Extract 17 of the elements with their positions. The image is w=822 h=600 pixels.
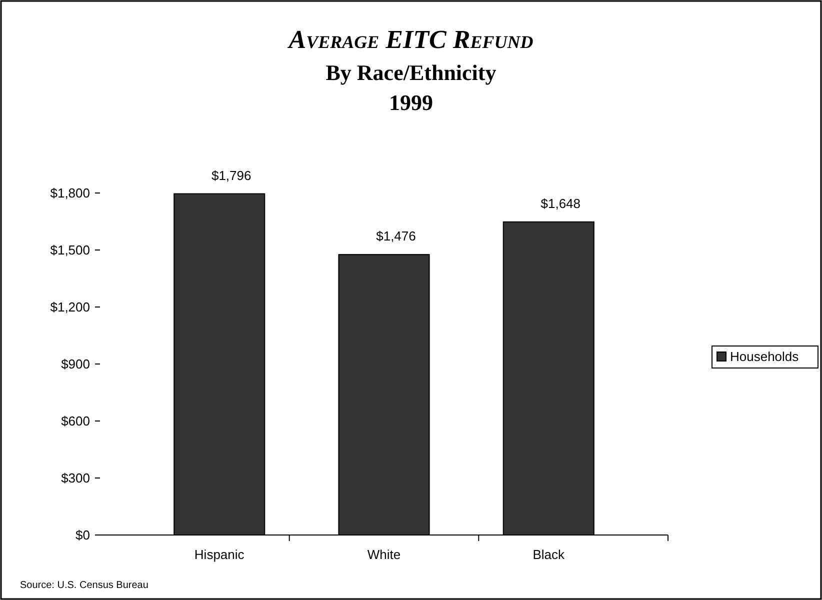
- x-tick-label: White: [367, 547, 401, 562]
- y-tick-label: $1,500: [50, 242, 90, 258]
- y-tick-label: $1,800: [50, 186, 90, 201]
- y-tick-label: $300: [61, 470, 90, 486]
- chart-title: Average EITC Refund: [286, 25, 534, 54]
- y-tick-label: $0: [76, 528, 90, 543]
- y-tick-label: $900: [61, 356, 90, 372]
- y-tick-label: $1,200: [50, 300, 90, 315]
- data-label: $1,476: [376, 228, 416, 244]
- source-note: Source: U.S. Census Bureau: [20, 580, 148, 591]
- legend-label: Households: [730, 349, 800, 364]
- y-tick-label: $600: [61, 414, 90, 429]
- data-label: $1,796: [211, 168, 252, 183]
- data-label: $1,648: [540, 196, 581, 211]
- x-tick-label: Black: [532, 547, 566, 562]
- chart-subtitle: By Race/Ethnicity 1999: [326, 60, 496, 115]
- x-tick-label: Hispanic: [194, 547, 245, 562]
